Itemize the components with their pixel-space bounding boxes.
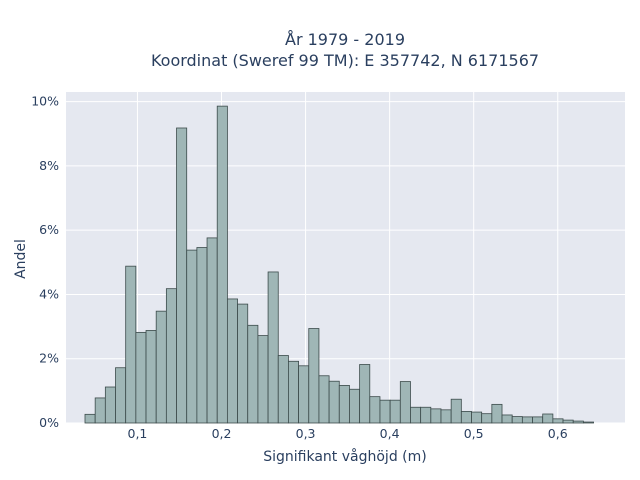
histogram-bar [145,330,157,424]
histogram-bar [532,416,544,424]
histogram-bar [186,249,198,424]
x-tick-label: 0,1 [128,426,148,441]
histogram-bars [84,105,594,424]
histogram-bar [94,397,106,424]
histogram-bar [572,420,584,424]
chart-title-line-1: År 1979 - 2019 [285,30,405,49]
histogram-bar [511,416,523,424]
histogram-bar [115,367,127,424]
histogram-bar [257,335,269,424]
histogram-bar [196,247,208,424]
histogram-bar [176,127,188,424]
y-tick-label: 10% [31,94,59,109]
histogram-bar [471,411,483,424]
histogram-bar [389,399,401,424]
y-tick-label: 8% [39,158,59,173]
histogram-bar [359,364,371,424]
histogram-bar [349,388,361,424]
histogram-bar [338,385,350,424]
histogram-bar [410,406,422,424]
histogram-bar [328,380,340,424]
histogram-bar [399,381,411,424]
histogram-bar [379,399,391,424]
histogram-bar [237,303,249,424]
histogram-bar [450,398,462,424]
histogram-bar [226,298,238,424]
y-axis-ticks: 0% 2% 4% 6% 8% 10% [31,94,59,430]
histogram-bar [562,419,574,424]
y-tick-label: 4% [39,286,59,301]
x-axis-ticks: 0,1 0,2 0,3 0,4 0,5 0,6 [128,426,568,441]
histogram-bar [216,105,228,424]
x-tick-label: 0,6 [548,426,568,441]
histogram-bar [369,396,381,424]
histogram-bar [460,411,472,424]
histogram-bar [84,413,96,424]
histogram-bar [430,408,442,424]
histogram-bar [104,386,116,424]
histogram-bar [440,409,452,424]
x-tick-label: 0,5 [464,426,484,441]
y-tick-label: 0% [39,415,59,430]
histogram-bar [288,360,299,424]
histogram-bar [135,331,147,424]
histogram-bar [155,310,167,424]
x-tick-label: 0,2 [212,426,232,441]
histogram-bar [247,324,259,424]
histogram-bar [491,403,503,424]
histogram-bar [165,288,177,424]
x-tick-label: 0,3 [296,426,316,441]
y-axis-title: Andel [13,239,29,279]
histogram-bar [318,375,330,424]
histogram-bar [206,237,218,424]
histogram-bar [552,418,564,424]
histogram-bar [308,328,320,424]
histogram-bar [267,271,279,424]
histogram-bar [582,421,594,424]
histogram-bar [277,355,289,424]
histogram-bar [501,414,513,424]
histogram-bar [125,265,137,424]
histogram-bar [298,365,310,424]
x-axis-title: Signifikant våghöjd (m) [263,448,426,465]
y-tick-label: 6% [39,222,59,237]
x-tick-label: 0,4 [380,426,400,441]
histogram-bar [521,416,533,424]
histogram-bar [542,413,554,424]
histogram-bar [481,413,493,424]
histogram-bar [420,406,432,424]
chart-title-line-2: Koordinat (Sweref 99 TM): E 357742, N 61… [151,51,539,70]
y-tick-label: 2% [39,351,59,366]
